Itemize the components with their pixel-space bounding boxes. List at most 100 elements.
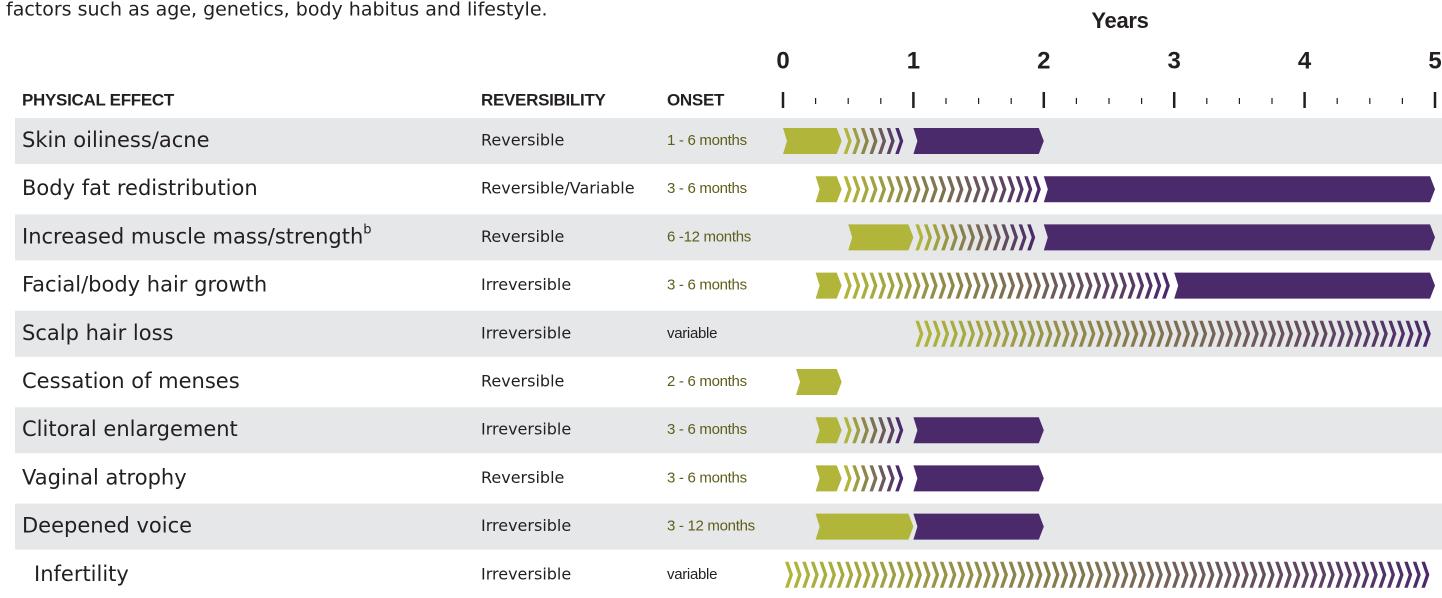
- column-header: REVERSIBILITY: [481, 90, 607, 109]
- transition-chevrons: [843, 128, 904, 154]
- chevron: [852, 176, 861, 203]
- reversibility-label: Irreversible: [481, 564, 571, 583]
- chevron: [1344, 561, 1352, 588]
- chevron: [1242, 320, 1251, 347]
- effect-label: Facial/body hair growth: [22, 273, 267, 297]
- chevron: [896, 561, 905, 588]
- chevron: [1051, 561, 1060, 588]
- onset-bar: [815, 513, 914, 540]
- chevron: [1058, 272, 1067, 299]
- effect-text: Skin oiliness/acne: [22, 128, 210, 152]
- chevron: [1154, 561, 1163, 588]
- chevron: [1318, 561, 1327, 588]
- chevron: [1172, 561, 1180, 588]
- chevron: [1027, 224, 1036, 251]
- chevron: [1104, 320, 1113, 347]
- chevron: [1397, 320, 1405, 347]
- chevron: [912, 176, 921, 203]
- chevron: [1266, 561, 1275, 588]
- row-band: [15, 310, 1442, 357]
- chevron: [1129, 561, 1137, 588]
- chevron: [1163, 561, 1172, 588]
- chevron: [967, 224, 975, 251]
- chevron: [869, 417, 878, 444]
- chevron: [1121, 320, 1130, 347]
- chevron: [1371, 320, 1380, 347]
- transition-chevrons: [843, 176, 1041, 203]
- onset-label: 2 - 6 months: [667, 373, 747, 390]
- reversibility-label: Reversible/Variable: [481, 179, 635, 198]
- effect-text: Clitoral enlargement: [22, 417, 238, 441]
- onset-label: 3 - 6 months: [667, 277, 747, 294]
- effect-label: Deepened voice: [22, 514, 192, 538]
- reversibility-label: Irreversible: [481, 323, 571, 342]
- chevron: [852, 272, 861, 299]
- chevron: [1405, 320, 1414, 347]
- chevron: [981, 176, 990, 203]
- chevron: [1086, 561, 1094, 588]
- chevron: [1087, 320, 1096, 347]
- chevron: [828, 561, 836, 588]
- chevron: [1044, 320, 1053, 347]
- chevron: [1078, 320, 1087, 347]
- chevron: [1017, 561, 1026, 588]
- chevron: [895, 465, 904, 492]
- chevron: [984, 224, 993, 251]
- chevron: [1354, 320, 1362, 347]
- chevron: [903, 272, 912, 299]
- chevron: [852, 465, 861, 492]
- chevron: [871, 561, 879, 588]
- chevron: [991, 561, 1000, 588]
- chevron: [1414, 320, 1423, 347]
- chevron: [1180, 561, 1189, 588]
- chevron: [878, 465, 887, 492]
- chevron: [843, 417, 852, 444]
- chevron: [1146, 561, 1155, 588]
- chevron: [974, 561, 983, 588]
- chevron: [955, 272, 964, 299]
- onset-label: variable: [667, 566, 717, 583]
- chevron: [1379, 320, 1388, 347]
- chevron: [1206, 561, 1215, 588]
- chevron: [967, 320, 975, 347]
- chevron: [819, 561, 828, 588]
- chevron: [878, 272, 887, 299]
- chevron: [843, 176, 852, 203]
- chevron: [1223, 561, 1232, 588]
- chevron: [1001, 224, 1010, 251]
- chevron: [1302, 320, 1311, 347]
- chevron: [869, 465, 878, 492]
- effect-label: Cessation of menses: [22, 369, 240, 393]
- onset-bar: [796, 369, 842, 395]
- chevron: [1093, 272, 1102, 299]
- chevron: [1127, 272, 1136, 299]
- x-tick-label: 5: [1428, 47, 1441, 74]
- chevron: [1068, 561, 1077, 588]
- chevron: [860, 272, 869, 299]
- chevron: [1292, 561, 1301, 588]
- chevron: [895, 128, 904, 154]
- chevron: [1233, 320, 1242, 347]
- chevron: [989, 272, 998, 299]
- reversibility-label: Reversible: [481, 131, 564, 150]
- transition-chevrons: [843, 417, 904, 444]
- chevron: [785, 561, 793, 588]
- chevron: [860, 128, 869, 154]
- x-tick-label: 2: [1037, 47, 1050, 74]
- effect-label: Body fat redistribution: [22, 176, 258, 200]
- chevron: [1216, 320, 1225, 347]
- chevron: [1027, 320, 1036, 347]
- chevron: [888, 561, 897, 588]
- chevron: [903, 176, 912, 203]
- chevron: [1010, 224, 1018, 251]
- chevron: [939, 561, 948, 588]
- chevron: [1025, 561, 1034, 588]
- reversibility-label: Irreversible: [481, 516, 571, 535]
- chevron: [1034, 561, 1043, 588]
- effect-label: Scalp hair loss: [22, 321, 173, 345]
- chevron: [879, 561, 888, 588]
- chevron: [878, 176, 887, 203]
- chevron: [1283, 561, 1292, 588]
- chevron: [1111, 561, 1120, 588]
- chevron: [1189, 561, 1198, 588]
